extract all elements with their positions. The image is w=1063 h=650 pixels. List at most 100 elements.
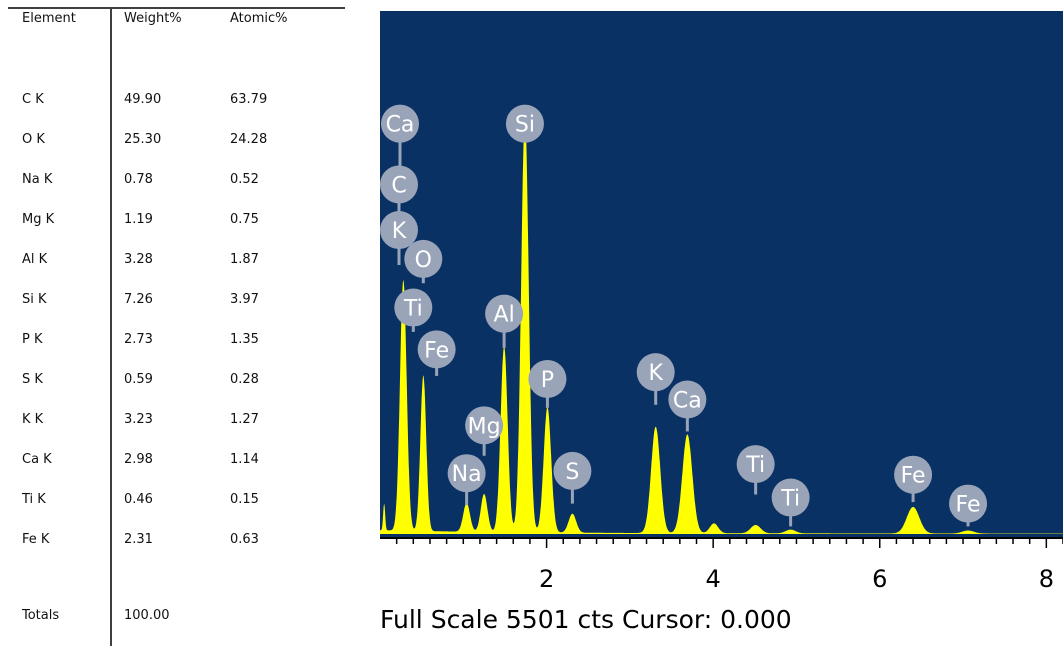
cell-element: P K [22,332,43,347]
plot-background [380,11,1063,538]
header-weight: Weight% [124,11,182,26]
element-marker: Al [485,294,524,348]
marker-label: Al [494,303,515,328]
cell-atomic: 0.15 [230,492,259,507]
x-tick-label: 6 [872,565,887,593]
marker-circle [771,478,810,517]
cell-weight: 2.31 [124,532,153,547]
element-marker: P [528,359,567,408]
marker-circle [553,451,592,490]
header-element: Element [22,11,76,26]
element-marker: Fe [949,484,988,527]
cell-element: Ti K [22,492,46,507]
marker-circle [447,454,486,493]
element-marker: K [636,353,675,405]
element-marker: Si [505,104,544,143]
marker-label: S [565,460,579,485]
cell-element: O K [22,132,45,147]
marker-circle [485,294,524,333]
marker-label: Mg [468,414,501,439]
cell-weight: 2.98 [124,452,153,467]
marker-label: Si [515,113,535,138]
cell-element: S K [22,372,43,387]
cell-weight: 0.59 [124,372,153,387]
cell-atomic: 0.28 [230,372,259,387]
axis-minor-ticks [395,538,1063,548]
marker-label: Fe [901,464,926,489]
marker-label: Ti [745,453,765,478]
cell-atomic: 24.28 [230,132,268,147]
cell-weight: 3.23 [124,412,153,427]
cell-element: K K [22,412,44,427]
marker-label: K [648,361,663,386]
cell-element: Na K [22,172,53,187]
marker-circle [380,211,418,250]
cell-weight: 2.73 [124,332,153,347]
element-marker: Fe [417,330,456,376]
quantification-table: Element Weight% Atomic% C K 49.90 63.79 O K 25.… [0,0,345,646]
marker-circle [394,288,433,327]
marker-circle [668,380,707,419]
marker-label: Na [452,462,482,487]
cell-element: Mg K [22,212,55,227]
cell-element: C K [22,92,44,107]
cell-weight: 25.30 [124,132,162,147]
cell-atomic: 63.79 [230,92,268,107]
element-marker: Na [447,454,486,506]
cell-element: Al K [22,252,48,267]
marker-circle [380,165,418,204]
element-marker: O [404,239,443,284]
cell-atomic: 1.87 [230,252,259,267]
marker-circle [505,104,544,143]
cell-weight: 0.46 [124,492,153,507]
cell-atomic: 0.75 [230,212,259,227]
element-marker: Fe [894,455,933,503]
cell-atomic: 1.35 [230,332,259,347]
cell-weight: 1.19 [124,212,153,227]
marker-label: Fe [424,338,449,363]
x-tick-label: 8 [1039,565,1054,593]
element-marker: C [380,165,418,224]
footer-status: Full Scale 5501 cts Cursor: 0.000 [380,605,792,634]
marker-circle [465,406,504,445]
marker-circle [417,330,456,369]
cell-weight: 3.28 [124,252,153,267]
element-marker: Ca [380,104,419,168]
marker-label: C [391,173,406,198]
marker-circle [528,359,567,398]
cell-atomic: 0.52 [230,172,259,187]
element-marker: Ti [771,478,810,527]
marker-label: Ca [386,113,415,138]
marker-circle [404,239,443,278]
marker-label: K [392,219,407,244]
cell-atomic: 1.14 [230,452,259,467]
totals-label: Totals [22,608,60,623]
marker-circle [894,455,933,494]
marker-label: Ti [403,297,423,322]
marker-label: Ti [780,487,800,512]
element-marker: K [380,211,418,266]
axis-tick-labels: 2 4 6 8 [539,565,1054,593]
marker-label: Ca [673,389,702,414]
cell-element: Ca K [22,452,52,467]
element-marker: Ti [736,445,775,495]
x-tick-label: 2 [539,565,554,593]
cell-weight: 7.26 [124,292,153,307]
marker-circle [949,484,988,523]
element-marker: S [553,451,592,504]
x-tick-label: 4 [706,565,721,593]
totals-weight: 100.00 [124,608,170,623]
header-atomic: Atomic% [230,11,288,26]
cell-weight: 49.90 [124,92,162,107]
cell-weight: 0.78 [124,172,153,187]
marker-circle [736,445,775,484]
marker-circle [380,104,419,143]
cell-atomic: 3.97 [230,292,259,307]
marker-label: O [415,248,432,273]
cell-atomic: 0.63 [230,532,259,547]
cell-element: Si K [22,292,47,307]
marker-circle [636,353,675,392]
